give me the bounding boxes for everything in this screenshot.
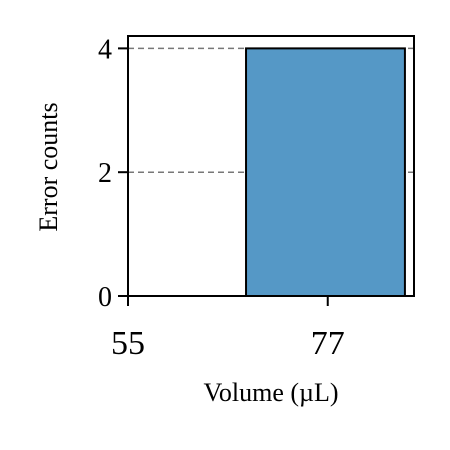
x-tick-label-0: 55 bbox=[111, 325, 145, 362]
y-tick-label-1: 2 bbox=[98, 158, 112, 189]
y-axis-label: Error counts bbox=[34, 102, 63, 231]
x-axis-label: Volume (µL) bbox=[203, 378, 338, 407]
x-tick-label-1: 77 bbox=[311, 325, 345, 362]
y-axis-ticks: 0 2 4 bbox=[98, 34, 128, 313]
y-tick-label-2: 4 bbox=[98, 34, 112, 65]
bar-0 bbox=[245, 47, 406, 297]
plot-frame bbox=[127, 35, 415, 297]
y-tick-label-0: 0 bbox=[98, 282, 112, 313]
bars bbox=[245, 47, 406, 297]
x-axis-ticks: 55 77 bbox=[111, 296, 345, 362]
